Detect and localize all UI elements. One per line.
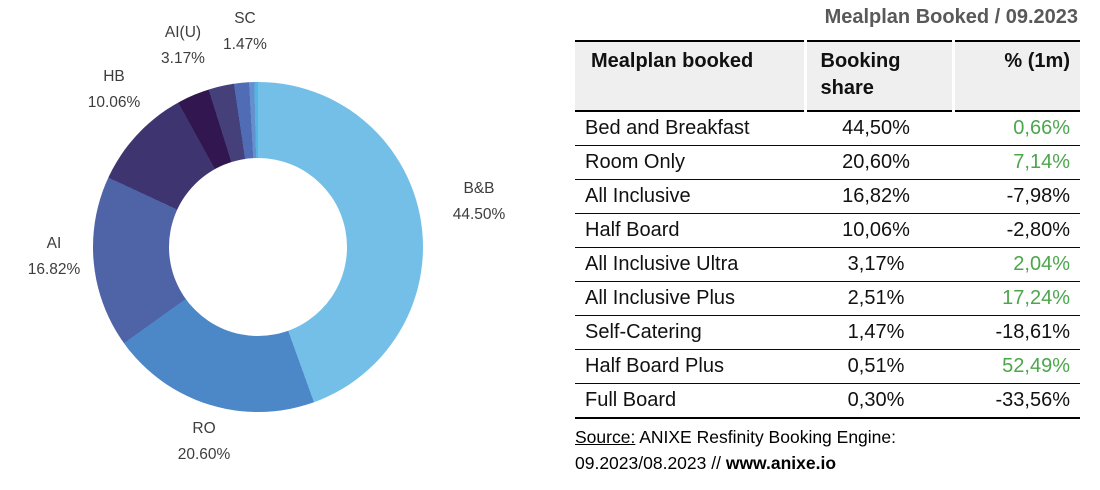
table-header-row: Mealplan booked Booking share % (1m) <box>575 40 1080 112</box>
chart-label-sc: SC 1.47% <box>203 6 287 58</box>
cell-change: 52,49% <box>953 349 1080 384</box>
table-row: Half Board Plus 0,51% 52,49% <box>575 349 1080 384</box>
chart-label-ro: RO 20.60% <box>162 416 246 468</box>
cell-change: -33,56% <box>953 383 1080 419</box>
table-row: Half Board 10,06% -2,80% <box>575 213 1080 248</box>
source-text: ANIXE Resfinity Booking Engine: <box>635 427 897 447</box>
cell-mealplan: All Inclusive <box>575 179 805 214</box>
mealplan-donut-chart <box>93 82 423 412</box>
cell-change: 7,14% <box>953 145 1080 180</box>
cell-change: -7,98% <box>953 179 1080 214</box>
chart-label-bb-code: B&B <box>463 180 495 197</box>
source-label: Source: <box>575 427 636 447</box>
chart-label-aiu-code: AI(U) <box>164 24 202 41</box>
chart-label-ro-pct: 20.60% <box>177 446 231 463</box>
chart-label-sc-pct: 1.47% <box>223 36 267 53</box>
chart-label-sc-code: SC <box>234 10 256 27</box>
cell-share: 2,51% <box>805 281 953 316</box>
cell-share: 20,60% <box>805 145 953 180</box>
cell-share: 10,06% <box>805 213 953 248</box>
source-website-link[interactable]: www.anixe.io <box>725 453 837 473</box>
table-row: Room Only 20,60% 7,14% <box>575 145 1080 180</box>
chart-label-ai-code: AI <box>46 235 62 252</box>
header-booking-share: Booking share <box>803 40 953 112</box>
cell-share: 1,47% <box>805 315 953 350</box>
chart-label-bb: B&B 44.50% <box>437 176 521 228</box>
donut-hole <box>169 158 347 336</box>
cell-mealplan: All Inclusive Ultra <box>575 247 805 282</box>
cell-mealplan: Self-Catering <box>575 315 805 350</box>
source-note: Source: ANIXE Resfinity Booking Engine: … <box>575 424 1080 476</box>
chart-label-ai: AI 16.82% <box>12 231 96 283</box>
chart-label-aiu-pct: 3.17% <box>161 50 205 67</box>
table-body: Bed and Breakfast 44,50% 0,66% Room Only… <box>575 111 1080 419</box>
mealplan-table-panel: Mealplan Booked / 09.2023 Mealplan booke… <box>575 4 1080 476</box>
chart-label-hb-pct: 10.06% <box>87 94 141 111</box>
cell-share: 3,17% <box>805 247 953 282</box>
mealplan-table: Mealplan booked Booking share % (1m) Bed… <box>575 40 1080 419</box>
source-period: 09.2023/08.2023 // <box>575 453 726 473</box>
cell-change: 17,24% <box>953 281 1080 316</box>
cell-change: -18,61% <box>953 315 1080 350</box>
table-row: Self-Catering 1,47% -18,61% <box>575 315 1080 350</box>
cell-share: 0,51% <box>805 349 953 384</box>
table-row: All Inclusive Ultra 3,17% 2,04% <box>575 247 1080 282</box>
cell-change: 2,04% <box>953 247 1080 282</box>
table-row: All Inclusive 16,82% -7,98% <box>575 179 1080 214</box>
cell-mealplan: Bed and Breakfast <box>575 111 805 146</box>
cell-mealplan: Full Board <box>575 383 805 419</box>
chart-label-ai-pct: 16.82% <box>27 261 81 278</box>
cell-share: 44,50% <box>805 111 953 146</box>
chart-label-ro-code: RO <box>192 420 216 437</box>
cell-mealplan: Half Board <box>575 213 805 248</box>
cell-mealplan: All Inclusive Plus <box>575 281 805 316</box>
chart-label-aiu: AI(U) 3.17% <box>141 20 225 72</box>
cell-mealplan: Half Board Plus <box>575 349 805 384</box>
cell-mealplan: Room Only <box>575 145 805 180</box>
chart-label-bb-pct: 44.50% <box>452 206 506 223</box>
table-row: Bed and Breakfast 44,50% 0,66% <box>575 111 1080 146</box>
header-pct-1m: % (1m) <box>951 40 1080 112</box>
header-mealplan-booked: Mealplan booked <box>575 40 805 112</box>
cell-share: 0,30% <box>805 383 953 419</box>
cell-change: -2,80% <box>953 213 1080 248</box>
cell-change: 0,66% <box>953 111 1080 146</box>
chart-label-hb: HB 10.06% <box>72 64 156 116</box>
chart-label-hb-code: HB <box>103 68 125 85</box>
cell-share: 16,82% <box>805 179 953 214</box>
table-row: Full Board 0,30% -33,56% <box>575 383 1080 419</box>
table-title: Mealplan Booked / 09.2023 <box>824 6 1078 28</box>
table-row: All Inclusive Plus 2,51% 17,24% <box>575 281 1080 316</box>
